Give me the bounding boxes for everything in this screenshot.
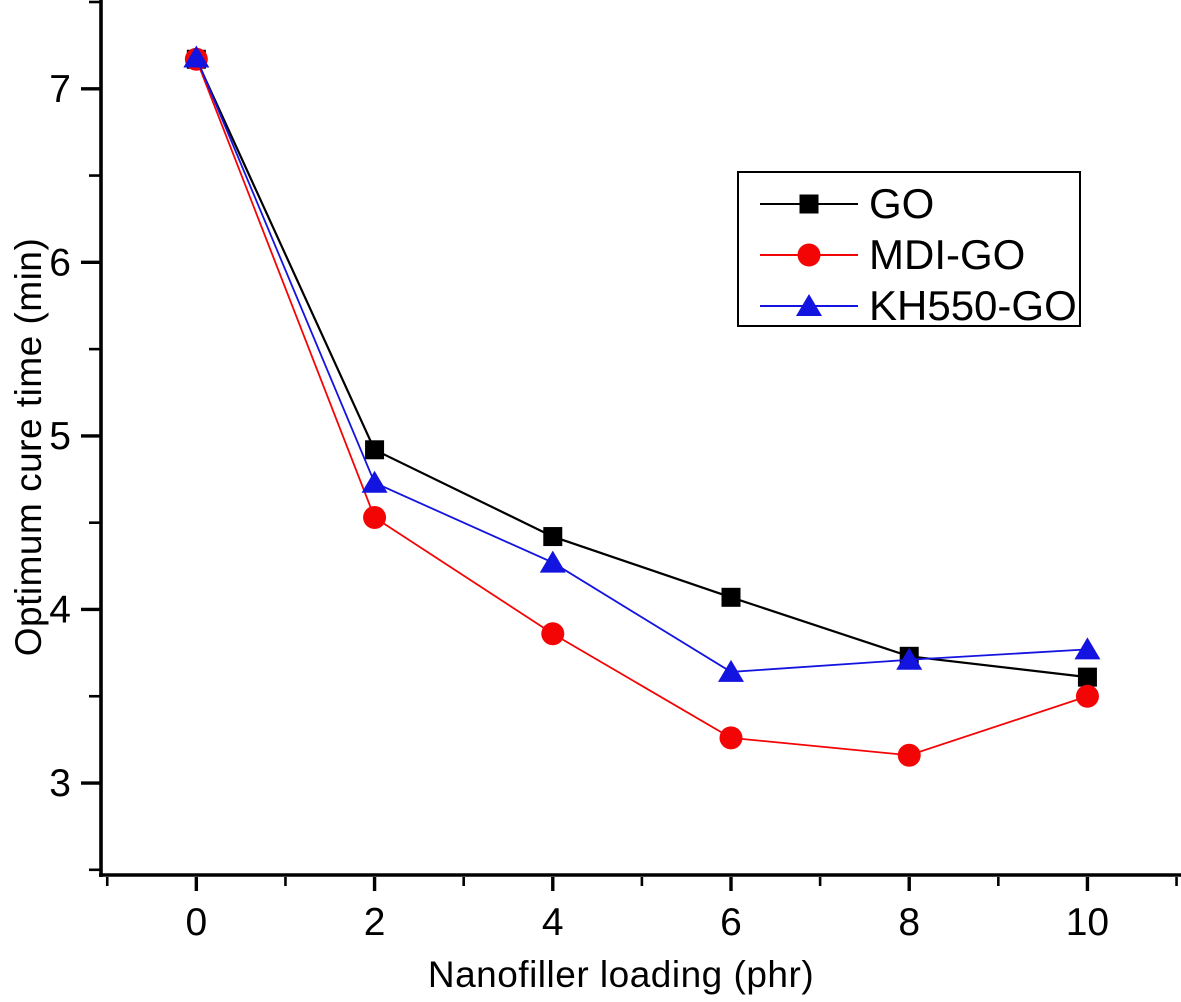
y-tick-label: 6: [49, 241, 71, 284]
x-tick-label: 6: [720, 901, 742, 944]
marker-circle: [1075, 684, 1099, 708]
marker-circle: [541, 622, 565, 646]
legend-box: [737, 171, 1081, 327]
y-tick-label: 4: [49, 588, 71, 631]
legend-label: GO: [869, 180, 934, 227]
marker-square: [1077, 667, 1097, 687]
marker-triangle: [539, 550, 566, 573]
series-line-GO: [195, 58, 1088, 679]
series-KH550-GO: [183, 45, 1101, 682]
marker-triangle: [1074, 637, 1101, 660]
marker-triangle: [718, 659, 744, 682]
y-axis-title: Optimum cure time (min): [8, 237, 49, 657]
x-tick-label: 10: [1066, 901, 1109, 944]
series-MDI-GO: [184, 47, 1099, 767]
marker-triangle: [896, 647, 923, 670]
marker-square: [543, 527, 563, 547]
series-line-KH550-GO: [195, 57, 1088, 673]
x-tick-label: 8: [898, 901, 920, 944]
y-tick-label: 7: [49, 68, 71, 111]
marker-square: [721, 587, 741, 607]
series-line-MDI-GO: [195, 58, 1088, 757]
legend-item-KH550-GO: KH550-GO: [760, 282, 1077, 329]
y-tick-label: 5: [49, 415, 71, 458]
marker-triangle: [796, 294, 822, 316]
marker-square: [799, 194, 819, 214]
marker-circle: [719, 726, 743, 750]
legend-item-GO: GO: [760, 180, 934, 227]
y-tick-label: 3: [49, 762, 71, 805]
marker-circle: [897, 743, 921, 767]
legend-label: MDI-GO: [869, 231, 1025, 278]
x-tick-label: 4: [542, 901, 564, 944]
x-tick-label: 2: [364, 901, 386, 944]
legend-label: KH550-GO: [869, 282, 1077, 329]
x-axis-title: Nanofiller loading (phr): [427, 954, 815, 995]
marker-triangle: [361, 470, 388, 493]
marker-square: [365, 440, 385, 460]
series-GO: [186, 49, 1097, 687]
legend-item-MDI-GO: MDI-GO: [760, 231, 1025, 278]
x-tick-label: 0: [185, 901, 207, 944]
marker-circle: [363, 505, 387, 529]
marker-circle: [797, 243, 821, 267]
marker-triangle: [183, 45, 210, 68]
